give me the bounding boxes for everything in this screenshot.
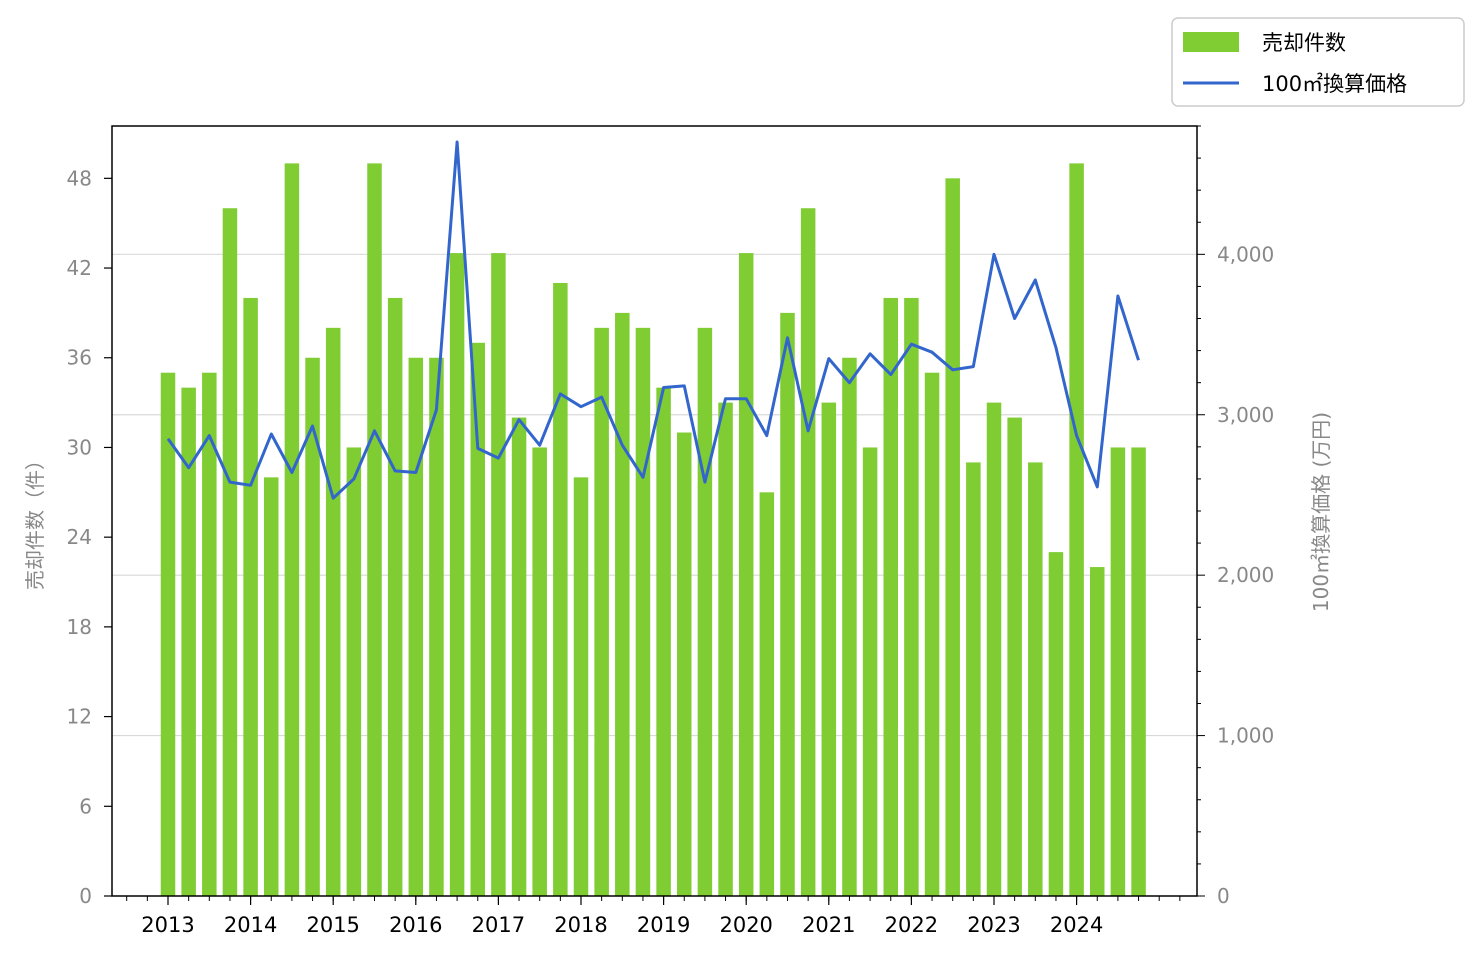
legend: 売却件数 100㎡換算価格 xyxy=(1171,17,1465,107)
bar xyxy=(346,447,362,896)
bar xyxy=(635,327,651,896)
bar xyxy=(284,163,300,896)
y-right-tick-label: 4,000 xyxy=(1217,242,1274,266)
bar xyxy=(264,477,279,896)
bar xyxy=(904,297,919,896)
bar xyxy=(738,253,754,896)
bar xyxy=(924,372,940,896)
bar xyxy=(862,447,878,896)
bar xyxy=(842,357,857,896)
x-tick-label: 2013 xyxy=(141,913,194,937)
x-tick-label: 2021 xyxy=(802,913,855,937)
bar xyxy=(1131,447,1146,896)
x-tick-label: 2024 xyxy=(1050,913,1103,937)
y-left-tick-label: 0 xyxy=(79,884,92,908)
line-series-price-per-100sqm xyxy=(166,140,1140,500)
legend-swatch-bar xyxy=(1183,32,1239,52)
bar xyxy=(325,327,341,896)
y-left-tick-label: 36 xyxy=(67,346,92,370)
bar xyxy=(759,492,775,896)
y-left-tick-label: 6 xyxy=(79,794,92,818)
bar-series-sales-count xyxy=(160,163,1146,897)
bar xyxy=(1007,417,1022,896)
bar xyxy=(491,253,506,896)
bar xyxy=(677,432,692,896)
legend-label-price: 100㎡換算価格 xyxy=(1262,72,1407,96)
y-right-tick-label: 3,000 xyxy=(1217,403,1274,427)
x-tick-label: 2022 xyxy=(885,913,938,937)
x-tick-label: 2017 xyxy=(472,913,525,937)
bar xyxy=(1110,447,1126,896)
x-tick-label: 2015 xyxy=(306,913,359,937)
bar xyxy=(1028,462,1043,896)
bar xyxy=(511,417,527,896)
bar xyxy=(202,372,217,896)
bar xyxy=(429,357,444,896)
x-tick-label: 2020 xyxy=(719,913,772,937)
legend-box xyxy=(1171,17,1465,107)
bar xyxy=(615,312,630,897)
x-tick-label: 2019 xyxy=(637,913,690,937)
bar xyxy=(243,297,258,896)
bar xyxy=(408,357,424,896)
bar xyxy=(160,372,176,896)
y-right-tick-label: 2,000 xyxy=(1217,563,1274,587)
bar xyxy=(966,462,981,896)
bar xyxy=(1048,552,1064,896)
y-axis-left-label: 売却件数（件） xyxy=(23,450,47,590)
bar xyxy=(986,402,1002,896)
bar xyxy=(387,297,403,896)
bar xyxy=(449,253,465,896)
bar xyxy=(800,208,816,896)
bar xyxy=(1069,163,1084,896)
y-left-tick-label: 30 xyxy=(67,435,92,459)
y-right-tick-label: 1,000 xyxy=(1217,724,1274,748)
bar xyxy=(697,327,713,896)
y-right-tick-label: 0 xyxy=(1217,884,1230,908)
bar xyxy=(780,312,795,897)
bar xyxy=(656,387,671,896)
y-left-tick-label: 18 xyxy=(67,615,92,639)
y-left-tick-label: 42 xyxy=(67,256,92,280)
x-tick-label: 2016 xyxy=(389,913,442,937)
y-axis-right: 0 1,000 2,000 3,000 4,000 xyxy=(1197,125,1274,908)
y-left-tick-label: 12 xyxy=(67,705,92,729)
bar xyxy=(821,402,837,896)
bar xyxy=(553,282,568,896)
bar xyxy=(883,297,898,896)
bar xyxy=(573,477,589,896)
x-axis: 2013 2014 2015 2016 2017 2018 2019 2020 2021 2022… xyxy=(126,896,1181,937)
bar xyxy=(945,178,960,897)
y-axis-left: 0 6 12 18 24 30 36 42 48 xyxy=(67,166,112,908)
bar xyxy=(594,327,609,896)
bar xyxy=(1090,567,1105,896)
x-tick-label: 2018 xyxy=(554,913,607,937)
x-tick-label: 2014 xyxy=(224,913,277,937)
bar xyxy=(367,163,382,896)
y-axis-right-label: 100㎡換算価格 (万円) xyxy=(1309,412,1333,612)
bar xyxy=(470,342,485,896)
bar xyxy=(181,387,196,896)
bar xyxy=(222,208,238,896)
bar xyxy=(718,402,733,896)
y-left-tick-label: 48 xyxy=(67,166,92,190)
bar xyxy=(532,447,547,896)
legend-label-sales-count: 売却件数 xyxy=(1262,31,1346,55)
plot-area xyxy=(111,125,1198,897)
y-left-tick-label: 24 xyxy=(67,525,92,549)
x-tick-label: 2023 xyxy=(967,913,1020,937)
bar xyxy=(305,357,320,896)
